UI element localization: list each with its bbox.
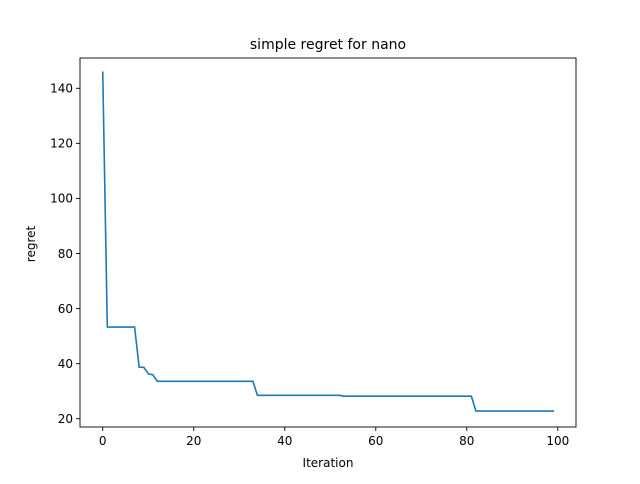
series-line-0 <box>101 71 555 412</box>
y-axis-label: regret <box>24 225 38 262</box>
chart-title: simple regret for nano <box>250 37 406 53</box>
x-tick-label: 80 <box>459 434 474 448</box>
y-tick-label: 120 <box>50 137 73 151</box>
x-tick-label: 0 <box>99 434 107 448</box>
y-tick-label: 140 <box>50 82 73 96</box>
y-tick-label: 100 <box>50 192 73 206</box>
y-tick-label: 80 <box>58 247 73 261</box>
y-tick-label: 40 <box>58 357 73 371</box>
plot-area: 0 20 40 60 80 100 20 40 60 80 100 120 140 <box>50 57 577 448</box>
plot-frame <box>79 57 577 428</box>
y-tick-label: 20 <box>58 412 73 426</box>
y-tick-label: 60 <box>58 302 73 316</box>
x-tick-label: 100 <box>546 434 569 448</box>
x-tick-label: 60 <box>368 434 383 448</box>
x-axis-label: Iteration <box>303 456 354 470</box>
x-tick-label: 20 <box>186 434 201 448</box>
x-tick-label: 40 <box>277 434 292 448</box>
